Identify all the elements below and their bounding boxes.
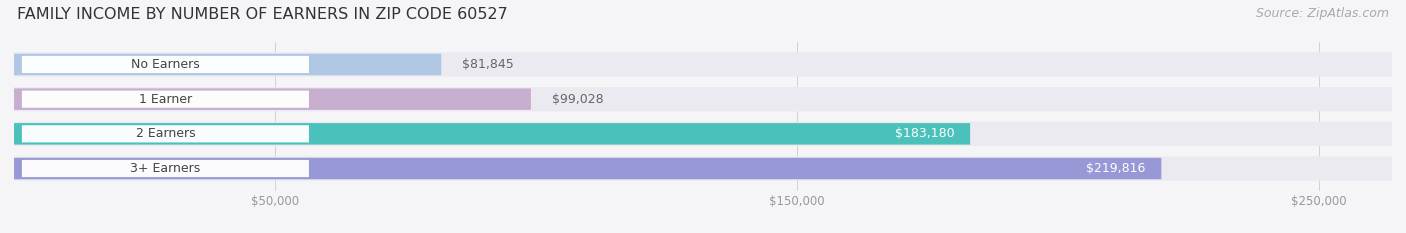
Text: No Earners: No Earners bbox=[131, 58, 200, 71]
FancyBboxPatch shape bbox=[14, 158, 1161, 179]
Text: Source: ZipAtlas.com: Source: ZipAtlas.com bbox=[1256, 7, 1389, 20]
Text: 1 Earner: 1 Earner bbox=[139, 93, 193, 106]
Text: $219,816: $219,816 bbox=[1087, 162, 1146, 175]
FancyBboxPatch shape bbox=[14, 123, 970, 145]
FancyBboxPatch shape bbox=[14, 54, 441, 75]
FancyBboxPatch shape bbox=[14, 52, 1392, 77]
Text: $183,180: $183,180 bbox=[894, 127, 955, 140]
Text: 3+ Earners: 3+ Earners bbox=[131, 162, 201, 175]
FancyBboxPatch shape bbox=[22, 56, 309, 73]
FancyBboxPatch shape bbox=[14, 122, 1392, 146]
FancyBboxPatch shape bbox=[14, 87, 1392, 111]
Text: 2 Earners: 2 Earners bbox=[135, 127, 195, 140]
Text: $81,845: $81,845 bbox=[463, 58, 513, 71]
FancyBboxPatch shape bbox=[22, 125, 309, 142]
Text: FAMILY INCOME BY NUMBER OF EARNERS IN ZIP CODE 60527: FAMILY INCOME BY NUMBER OF EARNERS IN ZI… bbox=[17, 7, 508, 22]
FancyBboxPatch shape bbox=[14, 156, 1392, 181]
Text: $99,028: $99,028 bbox=[551, 93, 603, 106]
FancyBboxPatch shape bbox=[22, 160, 309, 177]
FancyBboxPatch shape bbox=[22, 91, 309, 108]
FancyBboxPatch shape bbox=[14, 88, 531, 110]
